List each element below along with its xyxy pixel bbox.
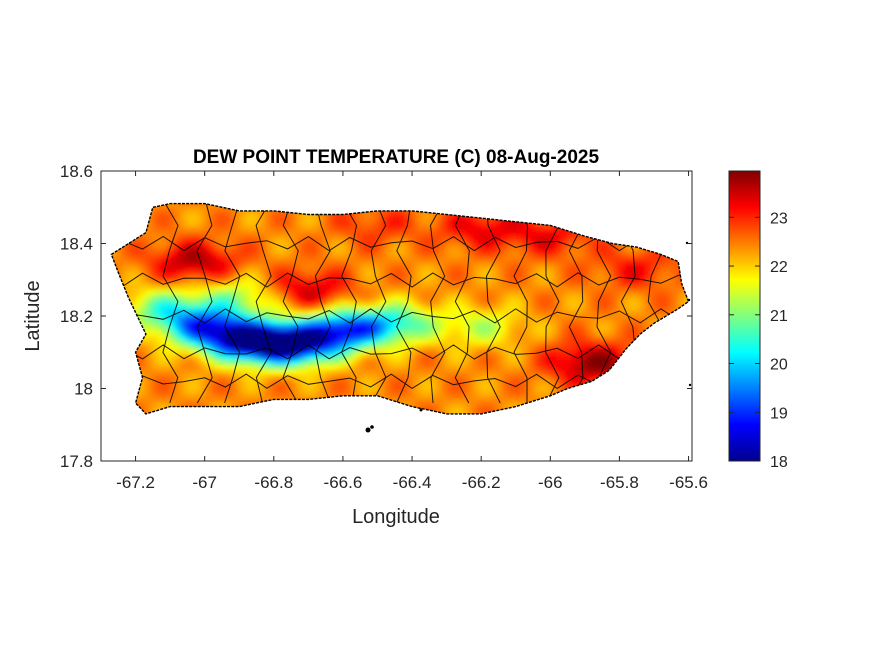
colorbar-tick-label: 19 (770, 405, 788, 422)
y-tick-label: 18.2 (60, 307, 93, 326)
x-tick-label: -66.2 (462, 473, 501, 492)
colorbar-ticks: 18 19 20 21 22 23 (729, 210, 788, 471)
colorbar-tick-label: 18 (770, 454, 788, 471)
x-tick-label: -65.8 (600, 473, 639, 492)
x-axis-label: Longitude (352, 506, 440, 528)
colorbar-tick-label: 23 (770, 210, 788, 227)
municipality-boundaries (111, 203, 682, 404)
x-tick-label: -66.8 (254, 473, 293, 492)
colorbar-tick-label: 21 (770, 308, 788, 325)
y-tick-label: 17.8 (60, 452, 93, 471)
x-tick-label: -66 (538, 473, 563, 492)
y-axis-label: Latitude (22, 280, 44, 351)
x-tick-label: -67 (192, 473, 217, 492)
y-tick-label: 18.6 (60, 162, 93, 181)
colorbar (728, 170, 761, 462)
chart-title: DEW POINT TEMPERATURE (C) 08-Aug-2025 (193, 147, 600, 168)
x-tick-label: -66.4 (393, 473, 432, 492)
colorbar-tick-label: 20 (770, 357, 788, 374)
y-tick-label: 18 (74, 380, 93, 399)
x-axis-ticks: -67.2 -67 -66.8 -66.6 -66.4 -66.2 -66 -65.8 -65.… (116, 171, 708, 492)
colorbar-tick-label: 22 (770, 259, 788, 276)
dew-point-field (111, 203, 689, 414)
coastline (110, 202, 690, 415)
x-tick-label: -65.6 (669, 473, 708, 492)
islets (365, 241, 692, 433)
y-tick-label: 18.4 (60, 235, 93, 254)
y-axis-ticks: 17.8 18 18.2 18.4 18.6 (60, 162, 692, 471)
x-tick-label: -66.6 (324, 473, 363, 492)
x-tick-label: -67.2 (116, 473, 155, 492)
